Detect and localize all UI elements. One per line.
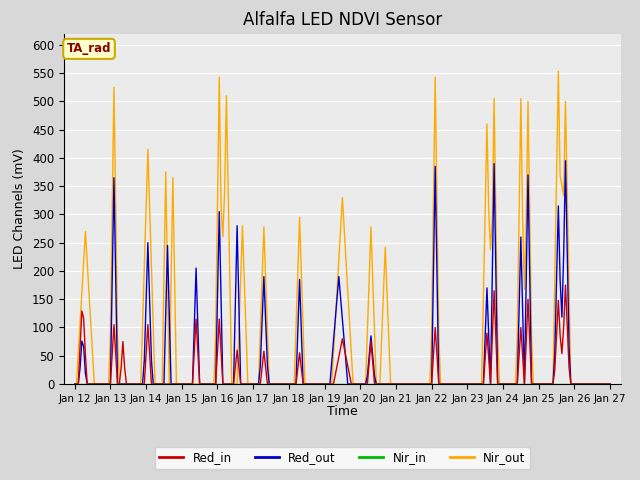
Red_out: [606, 381, 614, 387]
Y-axis label: LED Channels (mV): LED Channels (mV): [13, 148, 26, 269]
Red_out: [492, 271, 500, 276]
Red_in: [287, 381, 294, 387]
Red_out: [562, 158, 570, 164]
Nir_in: [492, 381, 500, 387]
Nir_out: [569, 381, 577, 387]
Line: Nir_out: Nir_out: [75, 72, 610, 384]
Red_in: [305, 381, 312, 387]
Red_in: [71, 381, 79, 387]
Nir_in: [606, 381, 614, 387]
Nir_in: [522, 381, 530, 387]
Red_in: [606, 381, 614, 387]
Red_in: [569, 381, 577, 387]
Red_out: [71, 381, 79, 387]
Line: Red_in: Red_in: [75, 285, 610, 384]
Nir_out: [71, 381, 79, 387]
Red_in: [492, 335, 500, 340]
X-axis label: Time: Time: [327, 405, 358, 418]
Red_out: [287, 381, 294, 387]
Nir_out: [287, 381, 294, 387]
Nir_out: [492, 215, 500, 220]
Nir_in: [436, 381, 444, 387]
Legend: Red_in, Red_out, Nir_in, Nir_out: Red_in, Red_out, Nir_in, Nir_out: [155, 447, 530, 469]
Red_out: [522, 276, 530, 282]
Text: TA_rad: TA_rad: [67, 42, 111, 55]
Nir_out: [305, 381, 312, 387]
Nir_out: [522, 216, 530, 222]
Red_out: [305, 381, 312, 387]
Nir_out: [436, 381, 444, 387]
Nir_in: [567, 381, 575, 387]
Nir_in: [71, 381, 79, 387]
Line: Red_out: Red_out: [75, 161, 610, 384]
Nir_in: [287, 381, 294, 387]
Red_out: [569, 381, 577, 387]
Title: Alfalfa LED NDVI Sensor: Alfalfa LED NDVI Sensor: [243, 11, 442, 29]
Nir_out: [554, 69, 562, 74]
Red_in: [522, 339, 530, 345]
Red_in: [562, 282, 570, 288]
Red_in: [436, 381, 444, 387]
Red_out: [436, 381, 444, 387]
Nir_out: [606, 381, 614, 387]
Nir_in: [305, 381, 312, 387]
